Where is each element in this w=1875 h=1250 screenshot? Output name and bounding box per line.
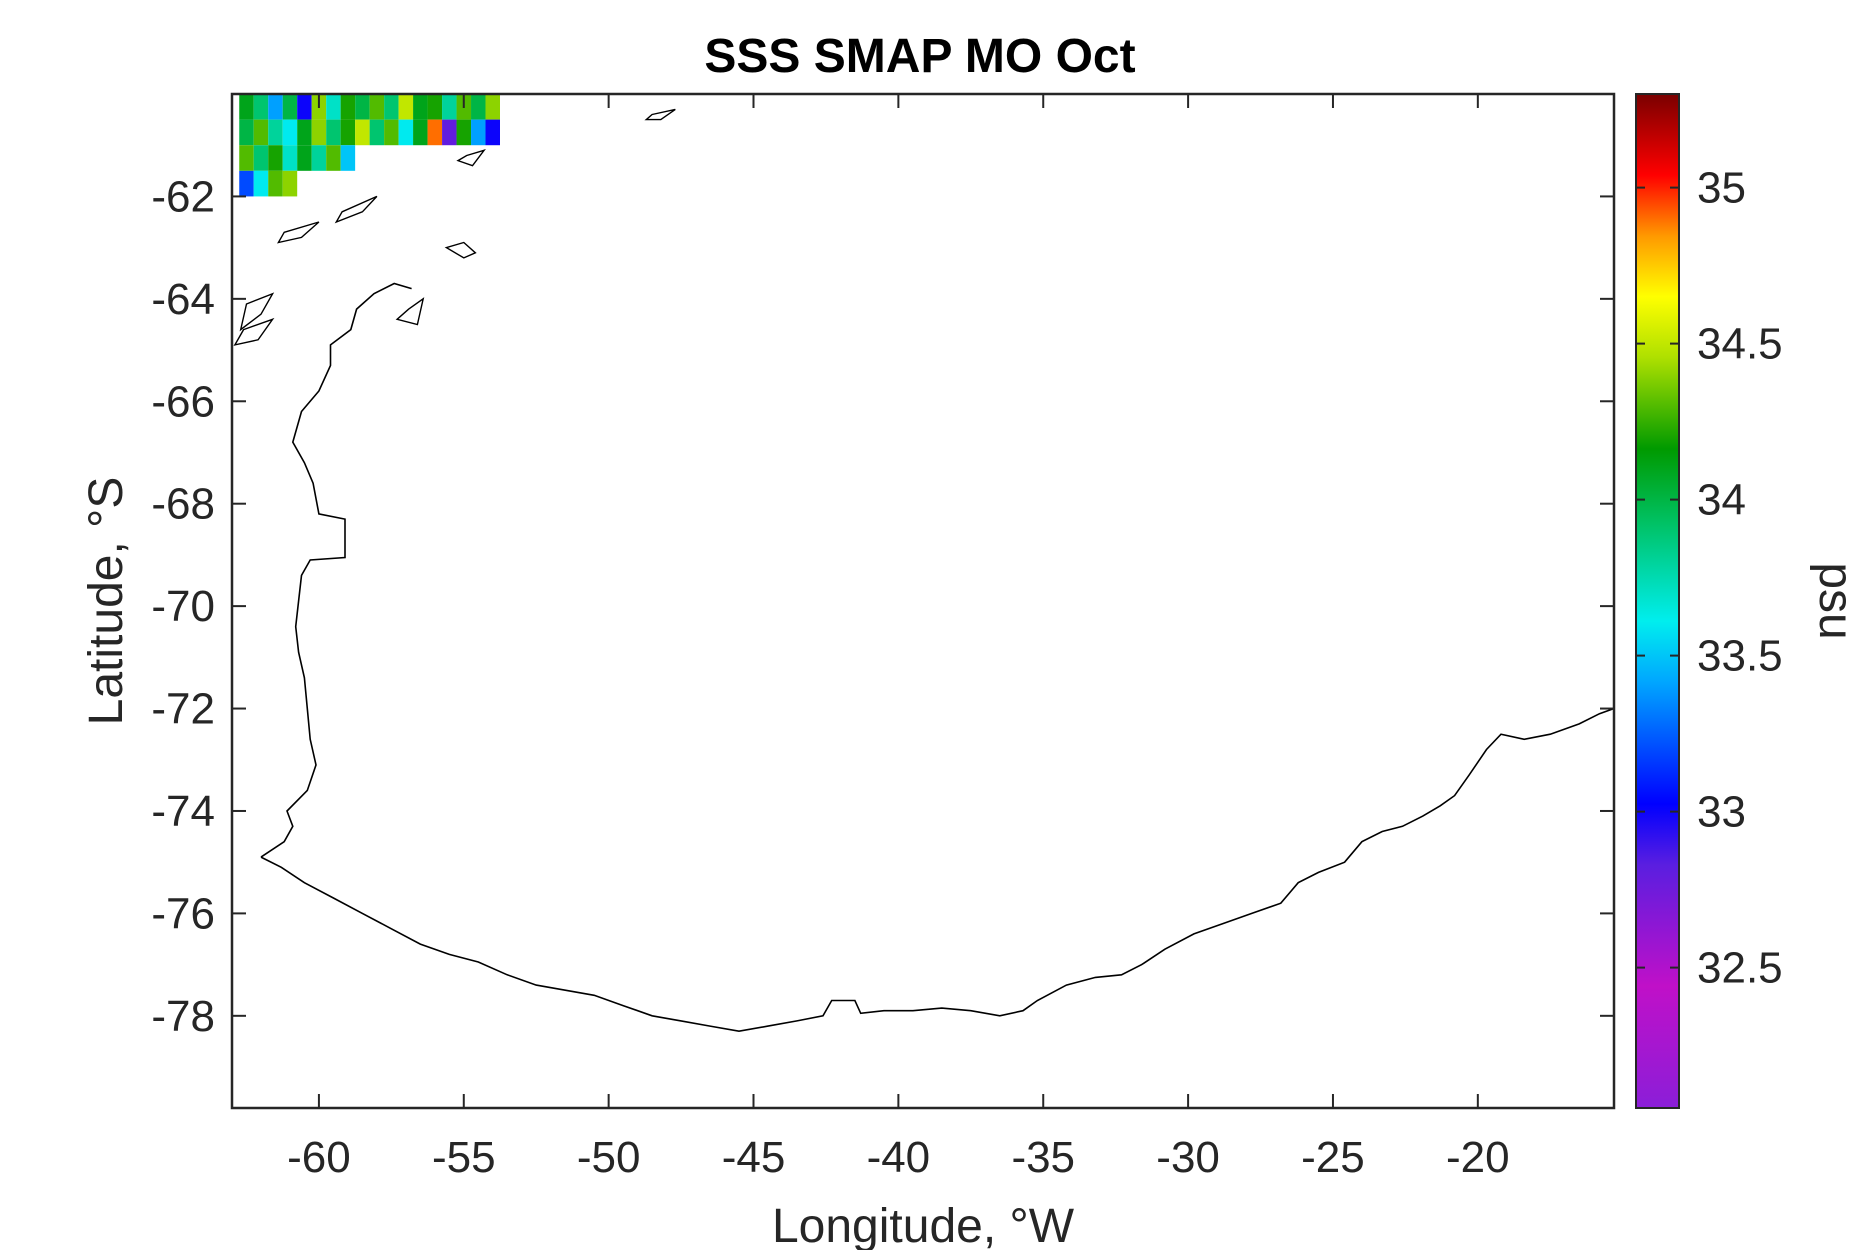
salinity-cell <box>297 94 312 120</box>
salinity-cell <box>398 94 414 120</box>
y-axis: -62 -64 -66 -68 -70 -72 -74 -76 -78 <box>151 172 1614 1041</box>
salinity-cell <box>311 119 327 146</box>
y-tick-label: -72 <box>151 685 215 734</box>
salinity-cell <box>239 145 254 171</box>
salinity-cell <box>427 119 443 146</box>
salinity-cell <box>384 119 399 146</box>
salinity-cell <box>239 94 254 120</box>
colorbar-gradient <box>1635 93 1680 1109</box>
salinity-cell <box>297 145 312 171</box>
salinity-cell <box>268 119 283 146</box>
coastline-peninsula <box>260 282 412 858</box>
salinity-cell <box>340 145 356 171</box>
y-tick-label: -76 <box>151 889 215 938</box>
y-tick-label: -68 <box>151 480 215 529</box>
x-tick-label: -45 <box>722 1133 786 1182</box>
colorbar-tick-label: 34.5 <box>1697 320 1783 369</box>
salinity-cell <box>268 145 283 171</box>
salinity-cell <box>297 119 312 146</box>
salinity-cell <box>253 170 269 197</box>
salinity-cell <box>282 119 298 146</box>
salinity-cell <box>340 119 356 146</box>
island-outline <box>334 195 378 224</box>
island-outline <box>456 149 486 167</box>
salinity-cell <box>355 94 370 120</box>
salinity-cell <box>384 94 399 120</box>
y-tick-label: -78 <box>151 992 215 1041</box>
salinity-cell <box>239 119 254 146</box>
colorbar-tick-label: 34 <box>1697 476 1746 525</box>
salinity-cell <box>253 145 269 171</box>
salinity-cell <box>442 119 457 146</box>
colorbar: 32.5 33 33.5 34 34.5 35 psu <box>1635 93 1862 1109</box>
salinity-cell <box>282 94 298 120</box>
island-outline <box>233 317 275 346</box>
salinity-cell <box>456 119 472 146</box>
x-tick-label: -30 <box>1156 1133 1220 1182</box>
salinity-cell <box>253 119 269 146</box>
salinity-cell <box>485 119 500 146</box>
salinity-cell <box>398 119 414 146</box>
salinity-cell <box>355 119 370 146</box>
chart-title: SSS SMAP MO Oct <box>704 30 1135 83</box>
colorbar-tick-label: 35 <box>1697 164 1746 213</box>
salinity-cells <box>239 94 500 197</box>
salinity-cell <box>485 94 500 120</box>
salinity-cell <box>427 94 443 120</box>
island-outline <box>395 297 425 326</box>
island-outline <box>644 108 676 121</box>
salinity-cell <box>253 94 269 120</box>
salinity-cell <box>326 119 341 146</box>
salinity-cell <box>369 94 385 120</box>
salinity-cell <box>442 94 457 120</box>
x-axis: -60 -55 -50 -45 -40 -35 -30 -25 -20 <box>287 94 1510 1182</box>
colorbar-label: psu <box>1809 562 1862 639</box>
plot-frame <box>230 92 1616 1110</box>
salinity-cell <box>471 94 486 120</box>
colorbar-ticks: 32.5 33 33.5 34 34.5 35 <box>1636 164 1783 993</box>
island-outline <box>444 241 477 259</box>
map-plot-area <box>230 92 1616 1110</box>
salinity-cell <box>326 145 341 171</box>
y-tick-label: -64 <box>151 275 215 324</box>
salinity-cell <box>239 170 254 197</box>
salinity-cell <box>413 94 428 120</box>
salinity-cell <box>471 119 486 146</box>
island-outline <box>239 292 275 332</box>
salinity-cell <box>340 94 356 120</box>
x-tick-label: -25 <box>1301 1133 1365 1182</box>
y-tick-label: -70 <box>151 582 215 631</box>
x-tick-label: -50 <box>577 1133 641 1182</box>
x-tick-label: -20 <box>1446 1133 1510 1182</box>
x-axis-label: Longitude, °W <box>772 1200 1075 1250</box>
salinity-cell <box>413 119 428 146</box>
coastline <box>233 108 1615 1033</box>
coastline-antarctica <box>260 707 1615 1033</box>
colorbar-tick-label: 33 <box>1697 788 1746 837</box>
salinity-cell <box>326 94 341 120</box>
y-tick-label: -74 <box>151 787 215 836</box>
x-tick-label: -35 <box>1011 1133 1075 1182</box>
island-outline <box>277 221 320 244</box>
salinity-cell <box>369 119 385 146</box>
colorbar-tick-label: 33.5 <box>1697 632 1783 681</box>
salinity-cell <box>282 170 298 197</box>
colorbar-tick-label: 32.5 <box>1697 944 1783 993</box>
plot-background <box>232 94 1614 1108</box>
x-tick-label: -60 <box>287 1133 351 1182</box>
salinity-cell <box>268 94 283 120</box>
y-tick-label: -62 <box>151 172 215 221</box>
salinity-cell <box>282 145 298 171</box>
salinity-cell <box>311 145 327 171</box>
salinity-cell <box>268 170 283 197</box>
y-axis-label: Latitude, °S <box>80 477 133 726</box>
x-tick-label: -55 <box>432 1133 496 1182</box>
x-tick-label: -40 <box>867 1133 931 1182</box>
y-tick-label: -66 <box>151 377 215 426</box>
